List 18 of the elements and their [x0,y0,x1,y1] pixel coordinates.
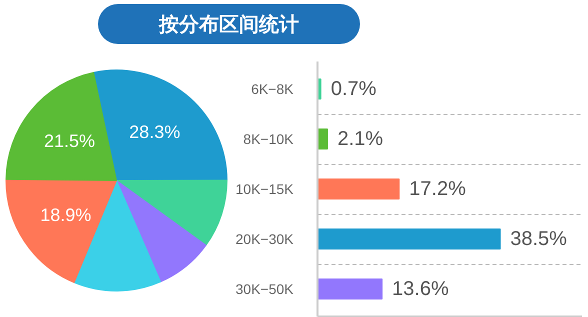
y-tick-label: 6K−8K [251,81,294,97]
data-label: 2.1% [337,128,384,150]
data-label: 38.5% [510,228,568,250]
y-tick-label: 10K−15K [236,181,294,197]
data-label: 17.2% [409,178,466,200]
y-tick-label: 8K−10K [243,131,294,147]
data-label: 13.6% [392,278,449,300]
bar [318,228,501,250]
y-tick-label: 30K−50K [236,281,294,297]
data-label: 21.5% [44,131,96,152]
chart-title: 按分布区间统计 [98,4,360,44]
y-tick-label: 20K−30K [236,231,294,247]
data-label: 0.7% [330,78,377,100]
bar [318,178,400,200]
data-label: 28.3% [129,122,180,142]
data-label: 18.9% [40,204,92,225]
bar [318,278,383,300]
bar [318,128,328,150]
